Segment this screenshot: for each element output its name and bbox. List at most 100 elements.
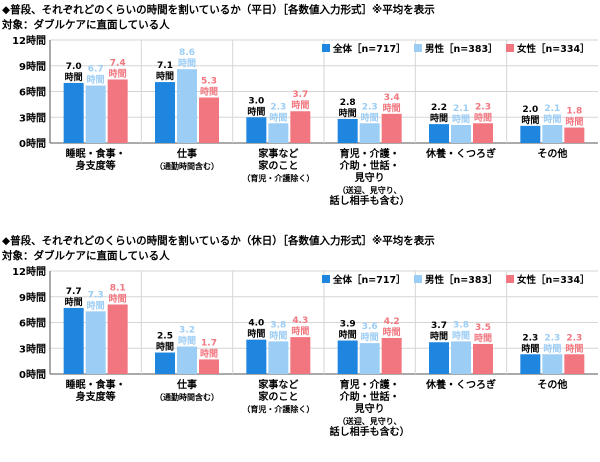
data-label-unit: 時間 <box>565 342 583 354</box>
bar <box>429 342 449 374</box>
bar <box>246 117 267 143</box>
x-tick-label: 身支度等 <box>76 390 116 403</box>
legend-swatch <box>506 44 514 52</box>
bar <box>177 69 197 143</box>
legend-label: 女性［n=334］ <box>517 43 590 55</box>
legend-label: 男性［n=383］ <box>425 43 498 55</box>
data-label-unit: 時間 <box>521 342 539 354</box>
bar <box>381 113 402 143</box>
x-tick-label: （通勤時間含む） <box>155 392 219 402</box>
y-tick-label: 3時間 <box>19 111 46 124</box>
data-label: 2.3 <box>522 333 538 343</box>
chart-holiday: ◆普段、それぞれどのくらいの時間を割いているか（休日）［各数値入力形式］※平均を… <box>0 231 600 462</box>
data-label-unit: 時間 <box>339 329 357 341</box>
data-label-unit: 時間 <box>156 341 174 353</box>
bar <box>177 346 197 374</box>
y-tick-label: 3時間 <box>19 342 46 355</box>
x-tick-label: 育児・介護・ <box>340 378 400 391</box>
y-tick-label: 6時間 <box>19 86 46 99</box>
legend-label: 全体［n=717］ <box>332 43 406 55</box>
x-tick-label: 休養・くつろぎ <box>425 378 496 391</box>
chart-weekday: ◆普段、それぞれどのくらいの時間を割いているか（平日）［各数値入力形式］※平均を… <box>2 4 598 207</box>
data-label: 8.6 <box>179 48 195 58</box>
data-label: 3.0 <box>248 96 264 106</box>
y-tick-label: 12時間 <box>12 34 46 47</box>
data-label: 2.3 <box>566 333 582 343</box>
bar <box>199 97 219 143</box>
data-label: 1.7 <box>201 338 217 348</box>
data-label: 3.8 <box>270 320 286 330</box>
data-label-unit: 時間 <box>474 332 492 344</box>
data-label-unit: 時間 <box>521 114 539 126</box>
data-label: 2.2 <box>431 103 447 113</box>
y-tick-label: 0時間 <box>19 137 46 150</box>
data-label: 3.4 <box>384 93 400 103</box>
chart-title: ◆普段、それぞれどのくらいの時間を割いているか（休日）［各数値入力形式］※平均を… <box>2 235 435 247</box>
bar <box>542 124 563 143</box>
data-label: 2.8 <box>340 98 356 108</box>
x-tick-label: 話し相手も含む） <box>330 194 410 207</box>
data-label-unit: 時間 <box>269 329 287 341</box>
x-tick-label: 介助・世話・ <box>339 159 400 172</box>
bar <box>451 341 471 374</box>
x-tick-label: 仕事 <box>176 378 197 391</box>
legend-swatch <box>506 275 514 283</box>
x-tick-label: 睡眠・食事・ <box>66 147 126 160</box>
data-label-unit: 時間 <box>87 73 105 85</box>
x-tick-label: 見守り <box>354 402 385 415</box>
data-label-unit: 時間 <box>361 331 379 343</box>
bar <box>473 123 493 143</box>
x-tick-label: （送迎、見守り、 <box>338 416 402 426</box>
bar <box>268 341 289 374</box>
bar <box>564 354 585 374</box>
bar <box>451 124 471 143</box>
data-label: 5.3 <box>201 77 217 87</box>
bar <box>520 125 541 143</box>
data-label: 2.1 <box>453 104 469 114</box>
bar <box>85 85 106 143</box>
x-tick-label: 家事など <box>258 147 298 160</box>
data-label: 7.7 <box>66 287 82 297</box>
x-tick-label: 見守り <box>354 171 385 184</box>
data-label-unit: 時間 <box>291 99 309 111</box>
data-label-unit: 時間 <box>109 292 127 304</box>
data-label-unit: 時間 <box>247 328 265 340</box>
bar <box>63 82 84 143</box>
bar <box>155 82 175 143</box>
data-label: 3.8 <box>453 320 469 330</box>
bar <box>268 123 289 143</box>
data-label-unit: 時間 <box>383 102 401 114</box>
data-label-unit: 時間 <box>383 326 401 338</box>
data-label-unit: 時間 <box>65 296 83 308</box>
chart-subtitle: 対象：ダブルケアに直面している人 <box>2 19 170 31</box>
x-tick-label: （通勤時間含む） <box>155 161 219 171</box>
data-label: 7.3 <box>88 290 104 300</box>
bar <box>520 354 541 374</box>
legend-swatch <box>414 44 422 52</box>
y-tick-label: 6時間 <box>19 317 46 330</box>
data-label: 2.3 <box>362 102 378 112</box>
data-label-unit: 時間 <box>156 70 174 82</box>
x-tick-label: 仕事 <box>176 147 197 160</box>
bar <box>290 337 311 374</box>
x-tick-label: 家のこと <box>258 390 298 403</box>
legend-label: 女性［n=334］ <box>517 274 590 286</box>
bar <box>564 127 585 143</box>
legend-swatch <box>322 44 330 52</box>
chart-plot: 0時間3時間6時間9時間12時間7.7時間7.3時間8.1時間睡眠・食事・身支度… <box>12 265 598 438</box>
data-label: 8.1 <box>110 283 126 293</box>
data-label-unit: 時間 <box>109 67 127 79</box>
data-label: 7.4 <box>110 58 126 68</box>
data-label: 6.7 <box>88 64 104 74</box>
bar <box>199 359 219 374</box>
data-label-unit: 時間 <box>452 329 470 341</box>
x-tick-label: （育児・介護除く） <box>242 173 314 183</box>
data-label-unit: 時間 <box>565 116 583 128</box>
data-label: 4.0 <box>248 319 264 329</box>
data-label: 4.3 <box>292 316 308 326</box>
data-label: 2.3 <box>544 333 560 343</box>
bar <box>85 311 106 374</box>
bar <box>290 111 311 143</box>
data-label: 3.7 <box>431 321 447 331</box>
bar <box>381 337 402 374</box>
